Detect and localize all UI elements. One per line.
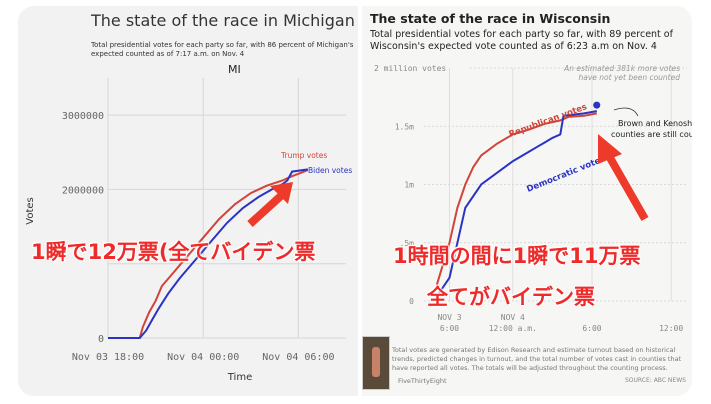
michigan-line-chart: Nov 03 18:00 Nov 04 00:00 Nov 04 06:00 0 200… [25, 78, 352, 383]
wisconsin-panel: The state of the race in Wisconsin Total… [362, 6, 692, 396]
panel-divider [358, 6, 362, 396]
wi-county-note: Brown and Kenosha [618, 119, 692, 128]
mi-biden-annotation: Biden votes [308, 166, 352, 175]
wi-x-tick-label: 6:00 [582, 324, 601, 333]
mi-x-tick-label: Nov 04 00:00 [167, 352, 239, 363]
wi-x-tick-label: 12:00 a.m. [489, 324, 537, 333]
mi-y-tick-label: 3000000 [62, 111, 104, 122]
wisconsin-credit: FiveThirtyEight [398, 377, 447, 385]
wi-y-tick-label: 1.5m [395, 122, 414, 131]
wi-democratic-line [432, 110, 597, 302]
wi-republican-line [432, 112, 597, 296]
michigan-panel: The state of the race in Michigan Total … [18, 6, 358, 396]
mi-x-tick-label: Nov 04 06:00 [262, 352, 334, 363]
screenshot-frame: The state of the race in Michigan Total … [18, 6, 692, 396]
wi-endpoint-dot [593, 101, 601, 109]
person-figure [372, 347, 380, 377]
wi-remaining-note: have not yet been counted [579, 73, 681, 82]
wi-x-tick-label: NOV 4 [501, 313, 525, 322]
wi-remaining-note: An estimated 381k more votes [563, 64, 680, 73]
wi-y-tick-label: 2 million votes [374, 64, 446, 73]
mi-biden-line [108, 168, 309, 339]
michigan-title: The state of the race in Michigan [91, 11, 355, 30]
mi-y-axis-label: Votes [25, 197, 36, 224]
wi-x-tick-label: NOV 3 [437, 313, 461, 322]
mi-red-arrow-shaft [247, 191, 286, 227]
wisconsin-footnote: Total votes are generated by Edison Rese… [392, 346, 682, 372]
wi-republican-label: Republican votes [508, 102, 589, 140]
wi-red-arrow-head [598, 134, 622, 164]
wisconsin-title: The state of the race in Wisconsin [370, 11, 611, 26]
overlay-caption-left: 1瞬で12万票(全てバイデン票 [30, 240, 316, 265]
wi-democratic-label: Democratic votes [525, 154, 606, 195]
wisconsin-line-chart: 0 .5m 1m 1.5m 2 million votes NOV 3 6:00 NOV 4 1… [374, 64, 692, 333]
wi-y-tick-label: 0 [409, 297, 414, 306]
video-thumbnail[interactable] [362, 336, 390, 390]
wi-county-note: counties are still counting. [611, 130, 692, 139]
wisconsin-subtitle: Total presidential votes for each party … [370, 29, 673, 52]
michigan-subtitle: Total presidential votes for each party … [91, 41, 354, 58]
wi-x-tick-label: 6:00 [440, 324, 459, 333]
mi-y-tick-label: 0 [98, 334, 104, 345]
wi-x-tick-label: 12:00 [659, 324, 683, 333]
mi-x-axis-label: Time [227, 372, 252, 383]
wi-y-tick-label: .5m [400, 239, 415, 248]
mi-red-arrow-head [270, 182, 293, 204]
michigan-state-label: MI [228, 63, 241, 76]
mi-trump-annotation: Trump votes [280, 151, 327, 160]
mi-x-tick-label: Nov 03 18:00 [72, 352, 144, 363]
overlay-caption-right-2: 全てがバイデン票 [427, 285, 596, 310]
wi-note-leader [613, 107, 639, 117]
wisconsin-source: SOURCE: ABC NEWS [625, 377, 686, 384]
wi-y-tick-label: 1m [404, 181, 414, 190]
mi-trump-line [108, 169, 309, 339]
wi-red-arrow-shaft [605, 154, 649, 221]
mi-y-tick-label: 2000000 [62, 185, 104, 196]
overlay-caption-right-1: 1時間の間に1瞬で11万票 [392, 244, 641, 269]
